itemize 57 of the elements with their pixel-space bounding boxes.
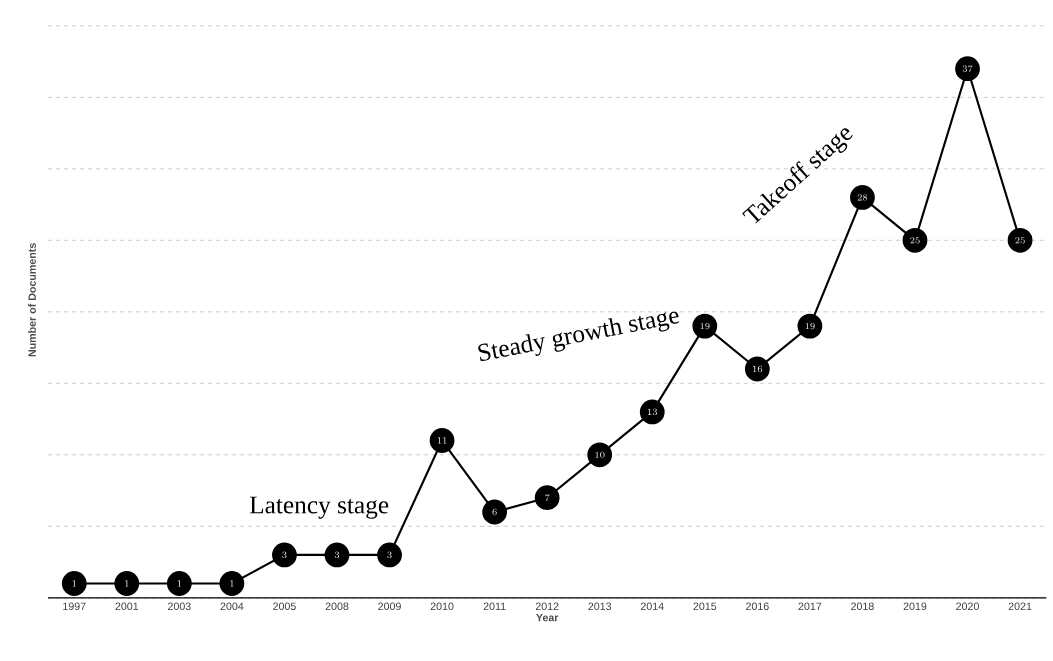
x-tick-label: 2011: [483, 602, 506, 611]
data-label: 11: [437, 437, 447, 444]
x-tick-label: 2013: [588, 602, 612, 611]
point: [797, 313, 823, 339]
data-label: 3: [387, 551, 392, 559]
x-tick-label: 2021: [1008, 602, 1032, 611]
point: [272, 542, 297, 568]
data-label: 1: [177, 580, 182, 587]
point: [639, 399, 665, 425]
x-tick-label: 2003: [168, 602, 191, 611]
x-tick-label: 2001: [115, 602, 139, 611]
x-tick-label: 2015: [693, 602, 717, 611]
x-tick-label: 2016: [746, 602, 769, 611]
data-label: 19: [700, 322, 710, 330]
data-label: 37: [962, 65, 973, 72]
x-tick-label: 2020: [956, 602, 979, 611]
point: [166, 571, 192, 596]
point: [429, 428, 455, 453]
data-label: 3: [334, 551, 340, 559]
point: [61, 571, 87, 596]
x-tick-label: 2010: [430, 602, 454, 611]
x-tick-label: 2012: [535, 602, 559, 611]
point: [744, 356, 770, 382]
annotation: Latency stage: [249, 496, 389, 519]
point: [692, 313, 718, 339]
x-tick-label: 2004: [220, 602, 244, 611]
point: [377, 542, 402, 568]
data-label: 25: [1015, 237, 1025, 244]
data-label: 1: [72, 580, 77, 587]
data-label: 19: [805, 322, 815, 330]
x-tick-label: 2017: [798, 602, 822, 611]
data-label: 25: [910, 237, 920, 244]
x-axis-title: Year: [536, 613, 559, 622]
data-label: 7: [545, 494, 550, 501]
x-tick-label: 2014: [640, 602, 664, 611]
x-tick-label: 2009: [378, 602, 401, 611]
point: [219, 571, 245, 596]
data-label: 13: [647, 408, 658, 416]
x-tick-label: 2018: [851, 602, 874, 611]
x-tick-label: 2005: [273, 602, 296, 611]
data-label: 16: [753, 365, 763, 373]
data-label: 28: [857, 194, 868, 201]
data-label: 3: [282, 551, 287, 559]
point: [114, 571, 140, 596]
point: [482, 499, 508, 525]
data-label: 10: [595, 451, 605, 458]
point: [534, 485, 560, 511]
point: [587, 442, 613, 468]
data-label: 1: [230, 580, 234, 587]
data-label: 1: [125, 580, 129, 587]
point: [324, 542, 350, 568]
x-tick-label: 2019: [903, 602, 927, 611]
y-axis-title: Number of Documents: [28, 243, 36, 357]
x-tick-label: 2008: [325, 602, 349, 611]
annotation: Steady growth stage: [478, 311, 680, 361]
x-tick-label: 1997: [63, 602, 86, 611]
data-label: 6: [492, 508, 497, 516]
